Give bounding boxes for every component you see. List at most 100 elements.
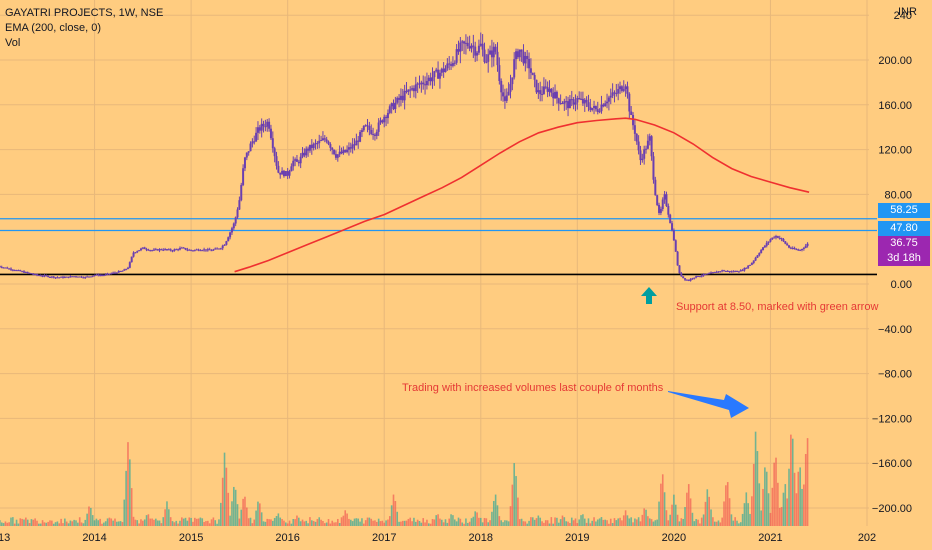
price-candle-body — [737, 271, 740, 273]
volume-bar — [177, 523, 179, 526]
price-candle-body — [392, 103, 395, 110]
ema-line — [234, 117, 810, 273]
price-candle-body — [520, 49, 523, 52]
price-candle-body — [65, 276, 68, 278]
price-candle-body — [165, 249, 168, 251]
price-candle-body — [689, 278, 692, 281]
price-candle-body — [253, 141, 256, 143]
price-candle-body — [30, 273, 33, 275]
price-candle-body — [308, 144, 311, 151]
volume-bar — [647, 516, 649, 526]
volume-bar — [466, 522, 469, 526]
price-candle-body — [496, 51, 499, 66]
price-candle-body — [806, 243, 809, 246]
indicator-ema-label[interactable]: EMA (200, close, 0) — [5, 22, 101, 34]
price-candle-body — [191, 250, 194, 252]
price-candle-body — [48, 276, 51, 278]
volume-bar — [440, 519, 443, 526]
volume-bar — [504, 520, 506, 526]
price-candle-body — [121, 270, 124, 272]
volume-bar — [348, 518, 350, 526]
volume-bar — [760, 510, 762, 526]
volume-bar — [457, 517, 460, 526]
price-candle-body — [240, 184, 243, 201]
price-candle-body — [171, 250, 174, 252]
volume-bar — [227, 492, 230, 526]
price-candle-body — [437, 69, 440, 79]
volume-bar — [307, 523, 309, 526]
volume-bar — [290, 523, 293, 526]
price-candle-body — [385, 116, 388, 119]
volume-bar — [359, 521, 361, 526]
volume-bar — [524, 521, 527, 526]
price-candle-body — [472, 45, 475, 47]
price-candle-body — [754, 257, 757, 261]
price-candle-body — [333, 149, 336, 155]
price-candle-body — [260, 123, 263, 131]
volume-bar — [221, 477, 224, 526]
volume-bar — [366, 517, 369, 526]
volume-bar — [364, 520, 367, 526]
volume-bar — [335, 522, 337, 526]
volume-bar — [394, 501, 397, 526]
price-candle-body — [782, 239, 785, 242]
volume-bar — [69, 520, 72, 526]
price-candle-body — [648, 136, 651, 141]
volume-bar — [535, 518, 538, 526]
y-axis[interactable]: 240 200.00 160.00 120.00 80.00 0.00 −40.00 −80.… — [872, 10, 912, 515]
price-candle-body — [613, 92, 616, 94]
volume-bar — [143, 519, 146, 526]
volume-bar — [411, 521, 413, 526]
horizontal-lines[interactable] — [0, 218, 877, 276]
volume-bar — [522, 521, 525, 526]
price-candle-body — [661, 199, 664, 209]
price-candle-body — [503, 96, 506, 101]
price-candle-body — [229, 232, 232, 238]
price-candle-body — [580, 98, 583, 100]
symbol-title[interactable]: GAYATRI PROJECTS, 1W, NSE — [5, 7, 164, 19]
price-candle-body — [219, 248, 222, 250]
volume-bar — [316, 519, 319, 526]
volume-bar — [312, 520, 315, 526]
price-candle-body — [186, 249, 189, 251]
price-candle-body — [487, 54, 490, 62]
price-candle-body — [633, 125, 636, 134]
price-candle-body — [349, 147, 352, 149]
price-candle-body — [698, 276, 701, 278]
price-candle-body — [184, 247, 187, 250]
price-candle-body — [147, 249, 150, 251]
x-axis[interactable]: 2013 2014 2015 2016 2017 2018 2019 2020 2021 202 — [0, 532, 876, 544]
price-candle-body — [232, 223, 235, 229]
volume-bar — [732, 520, 735, 526]
volume-bar — [617, 518, 619, 526]
price-candle-body — [52, 276, 55, 278]
volume-bar — [6, 522, 9, 526]
green-up-arrow-icon — [641, 287, 657, 304]
price-candle-body — [43, 275, 46, 277]
volume-bar — [751, 496, 753, 526]
price-candle-body — [490, 50, 493, 58]
volume-bar — [4, 521, 7, 526]
volume-bar — [379, 521, 382, 526]
support-annotation: Support at 8.50, marked with green arrow — [676, 301, 879, 313]
volume-bar — [8, 522, 10, 526]
indicator-volume-label[interactable]: Vol — [5, 37, 21, 49]
price-candle-body — [732, 271, 735, 273]
volume-bar — [251, 523, 254, 526]
y-tick-label: 120.00 — [878, 145, 912, 157]
volume-bar — [390, 505, 393, 526]
volume-bar — [799, 467, 801, 526]
price-candle-body — [312, 143, 315, 149]
price-candle-body — [17, 270, 20, 272]
volume-bar — [420, 522, 423, 526]
volume-bar — [45, 522, 48, 526]
volume-bar — [459, 518, 462, 526]
price-series[interactable] — [0, 32, 809, 282]
price-candle-body — [591, 107, 594, 110]
volume-bar — [223, 452, 226, 526]
volume-bar — [10, 517, 12, 526]
volume-bar — [357, 518, 360, 526]
volume-bar — [725, 485, 727, 526]
volume-bar — [665, 510, 668, 526]
